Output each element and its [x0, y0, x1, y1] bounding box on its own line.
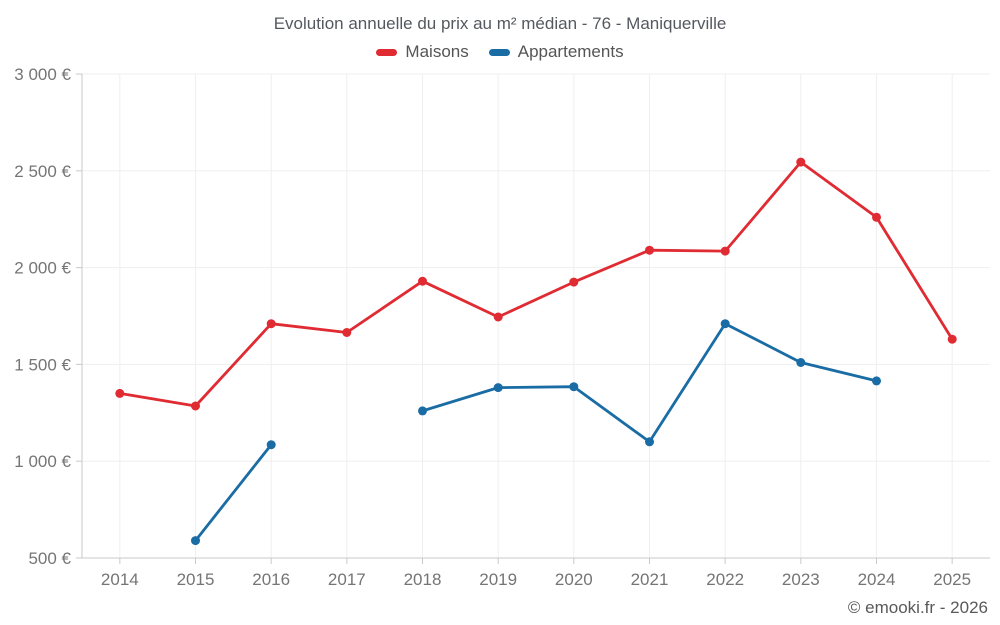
maisons-point-2016: [266, 319, 276, 329]
x-tick-label-2017: 2017: [328, 570, 366, 589]
legend-item-appartements[interactable]: Appartements: [488, 42, 624, 62]
maisons-point-2020: [569, 277, 579, 287]
y-tick-label-2000: 2 000 €: [14, 259, 71, 278]
maisons-point-2023: [796, 157, 806, 167]
maisons-line: [118, 160, 954, 408]
maisons-point-2014: [115, 388, 125, 398]
appartements-point-2023: [796, 358, 806, 367]
legend: Maisons Appartements: [0, 42, 1000, 62]
x-tick-label-2018: 2018: [404, 570, 442, 589]
legend-item-maisons[interactable]: Maisons: [376, 42, 469, 62]
appartements-line: [194, 322, 878, 542]
appartements-point-2022: [720, 319, 730, 329]
legend-marker-maisons: [376, 48, 398, 56]
chart-title: Evolution annuelle du prix au m² médian …: [273, 14, 727, 33]
maisons-point-2024: [872, 212, 881, 222]
x-tick-label-2020: 2020: [555, 570, 593, 589]
x-tick-label-2019: 2019: [479, 570, 517, 589]
maisons-point-2025: [947, 334, 957, 344]
maisons-point-2018: [418, 276, 427, 286]
appartements-point-2024: [872, 376, 881, 386]
x-tick-label-2016: 2016: [252, 570, 290, 589]
y-tick-label-1000: 1 000 €: [14, 452, 71, 471]
appartements-point-2020: [569, 382, 579, 392]
y-tick-label-2500: 2 500 €: [14, 162, 71, 181]
appartements-point-2019: [493, 383, 503, 393]
maisons-point-2015: [191, 401, 200, 411]
x-tick-label-2024: 2024: [858, 570, 896, 589]
x-tick-label-2025: 2025: [933, 570, 971, 589]
y-tick-label-1500: 1 500 €: [14, 355, 71, 374]
x-tick-label-2022: 2022: [706, 570, 744, 589]
appartements-point-2021: [645, 437, 654, 447]
x-tick-label-2015: 2015: [177, 570, 215, 589]
maisons-point-2021: [645, 245, 654, 255]
legend-label-maisons: Maisons: [405, 42, 469, 61]
x-tick-label-2021: 2021: [631, 570, 669, 589]
legend-label-appartements: Appartements: [517, 42, 624, 61]
y-tick-label-3000: 3 000 €: [14, 65, 71, 84]
maisons-point-2019: [493, 312, 503, 322]
appartements-point-2018: [418, 406, 427, 416]
y-tick-label-500: 500 €: [28, 549, 71, 568]
maisons-point-2017: [342, 328, 352, 337]
appartements-point-2016: [266, 440, 276, 450]
appartements-point-2015: [191, 536, 200, 546]
legend-marker-appartements: [488, 48, 510, 56]
credit-text: © emooki.fr - 2026: [847, 598, 988, 617]
x-tick-label-2014: 2014: [101, 570, 139, 589]
maisons-point-2022: [720, 246, 730, 256]
x-tick-label-2023: 2023: [782, 570, 820, 589]
